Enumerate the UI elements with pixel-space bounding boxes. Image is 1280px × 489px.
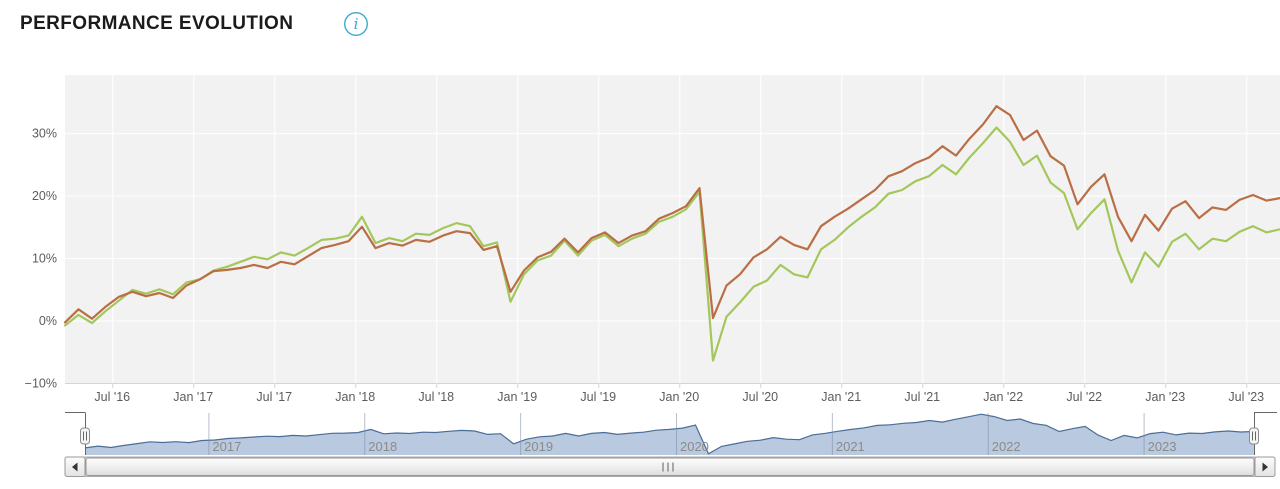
info-icon[interactable]: i	[343, 11, 369, 37]
plot-area	[65, 75, 1280, 383]
x-axis-tick-label: Jul '19	[580, 390, 616, 404]
x-axis-tick-label: Jul '23	[1228, 390, 1264, 404]
navigator-year-label: 2018	[368, 439, 397, 454]
series-green-line	[63, 126, 1280, 362]
info-icon-glyph: i	[354, 15, 359, 33]
x-axis-tick-label: Jul '17	[256, 390, 292, 404]
series-orange-line	[63, 105, 1280, 324]
page-title: PERFORMANCE EVOLUTION	[20, 13, 294, 34]
scrollbar[interactable]	[64, 456, 1276, 477]
info-icon-circle	[343, 11, 369, 37]
scrollbar-thumb[interactable]	[85, 457, 1255, 476]
navigator-year-label: 2021	[836, 439, 865, 454]
x-axis-tick-label: Jan '23	[1145, 390, 1185, 404]
x-axis-tick-label: Jul '21	[904, 390, 940, 404]
x-axis-tick-label: Jan '18	[335, 390, 375, 404]
x-axis-tick-label: Jan '21	[821, 390, 861, 404]
scrollbar-right-arrow-icon	[1262, 462, 1268, 472]
navigator-left-handle[interactable]	[80, 412, 90, 456]
scrollbar-left-arrow-icon	[72, 462, 78, 472]
y-axis-tick-label: 10%	[32, 252, 57, 266]
navigator-year-label: 2022	[992, 439, 1021, 454]
x-axis-tick-label: Jan '17	[173, 390, 213, 404]
x-axis-tick-label: Jul '20	[742, 390, 778, 404]
y-axis-tick-label: 20%	[32, 189, 57, 203]
header: PERFORMANCE EVOLUTION i	[0, 0, 1280, 50]
navigator-area[interactable]	[85, 414, 1254, 455]
navigator[interactable]: 2017 2018 2019 2020 2021 2022 2023	[65, 412, 1277, 456]
scrollbar-left-arrow[interactable]	[64, 456, 86, 477]
x-axis-tick-label: Jan '19	[497, 390, 537, 404]
navigator-year-label: 2020	[680, 439, 709, 454]
x-axis-tick-label: Jul '16	[94, 390, 130, 404]
y-axis-tick-label: 0%	[39, 314, 57, 328]
x-axis-tick-label: Jul '18	[418, 390, 454, 404]
y-axis-tick-label: −10%	[25, 377, 57, 391]
y-axis-tick-label: 30%	[32, 127, 57, 141]
main-plot: Jul '16 Jan '17 Jul '17 Jan '18 Jul '18 Jan '…	[25, 75, 1280, 404]
navigator-year-label: 2017	[212, 439, 241, 454]
x-axis-tick-label: Jan '20	[659, 390, 699, 404]
navigator-year-label: 2019	[524, 439, 553, 454]
navigator-right-handle[interactable]	[1249, 412, 1259, 456]
scrollbar-right-arrow[interactable]	[1254, 456, 1276, 477]
info-icon-graphic: i	[343, 11, 369, 37]
navigator-year-label: 2023	[1148, 439, 1177, 454]
x-axis-tick-label: Jan '22	[983, 390, 1023, 404]
x-axis-tick-label: Jul '22	[1066, 390, 1102, 404]
navigator-series-line	[84, 413, 1255, 455]
